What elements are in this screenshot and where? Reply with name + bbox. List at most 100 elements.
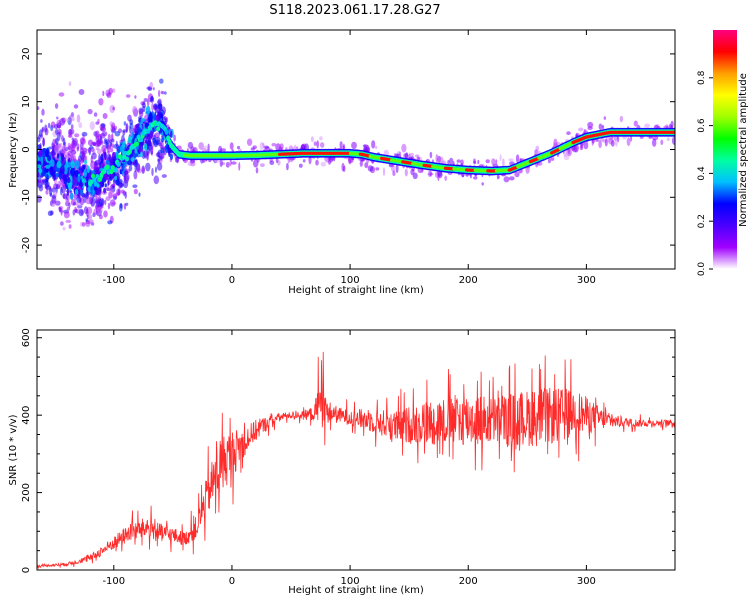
spectrogram-y-tick-label: 20 (21, 48, 32, 61)
colorbar: 0.0 0.2 0.4 0.6 0.8 Normalized spectral ampl… (697, 30, 749, 276)
spectrogram-cell (269, 160, 275, 166)
spectrogram-cell (159, 140, 164, 150)
spectrogram-cell (170, 130, 173, 138)
spectrogram-cell (246, 138, 253, 146)
spectrogram-cell (114, 175, 118, 181)
spectrogram-cell (37, 179, 42, 183)
spectrogram-cell (173, 134, 176, 142)
spectrogram-cell (72, 209, 76, 216)
spectrogram-cell (107, 150, 110, 155)
spectrogram-cell (133, 188, 138, 195)
spectrogram-y-tick-label: -20 (21, 237, 32, 253)
spectrogram-cell (130, 156, 135, 162)
spectrogram-cell (138, 107, 144, 115)
spectrogram-cell (76, 146, 80, 150)
spectrogram-cell (583, 141, 589, 150)
spectrogram-cell (93, 112, 98, 117)
spectrogram-cell (66, 206, 71, 211)
spectrogram-cell (74, 189, 79, 195)
snr-y-tick-label: 0 (21, 567, 32, 573)
spectrogram-cell (151, 167, 154, 177)
spectrogram-cell (135, 124, 140, 129)
spectrogram-cell (395, 164, 399, 173)
spectrogram-cell (87, 219, 94, 224)
spectrogram-cell (159, 153, 165, 157)
spectrogram-cell (82, 151, 86, 158)
spectrogram-cell (123, 203, 127, 210)
spectrogram-x-ticks: -100 0 100 200 300 (102, 30, 596, 286)
spectrogram-cell (260, 163, 265, 168)
spectrogram-cell (83, 168, 88, 178)
spectrogram-cell (85, 196, 92, 205)
spectrogram-x-tick-label: 300 (577, 275, 596, 286)
spectrogram-cell (103, 138, 107, 145)
spectrogram-cell (107, 177, 110, 186)
spectrogram-cell (91, 152, 97, 160)
spectrogram-cell (78, 122, 83, 129)
spectrogram-cell (279, 143, 284, 150)
spectrogram-cell (229, 142, 234, 150)
snr-marks (37, 351, 675, 570)
spectrogram-cell (164, 91, 167, 95)
spectrogram-cell (53, 173, 56, 181)
spectrogram-cell (165, 117, 168, 125)
spectrogram-cell (587, 121, 594, 128)
spectrogram-cell (161, 138, 164, 143)
spectrogram-cell (123, 121, 127, 126)
spectrogram-cell (97, 118, 100, 124)
spectrogram-cell (100, 123, 106, 128)
spectrogram-cell (58, 92, 65, 97)
spectrogram-cell (88, 214, 93, 220)
colorbar-label: Normalized spectral amplitude (738, 73, 749, 227)
spectrogram-cell (144, 142, 148, 151)
colorbar-ticks: 0.0 0.2 0.4 0.6 0.8 (697, 70, 713, 276)
spectrogram-y-ticks: -20 -10 0 10 20 (21, 48, 675, 253)
spectrogram-cell (50, 159, 55, 168)
spectrogram-cell (153, 114, 157, 122)
spectrogram-cell (76, 114, 81, 123)
spectrogram-cell (80, 138, 86, 145)
spectrogram-cell (54, 103, 59, 109)
spectrogram-cell (96, 206, 103, 214)
spectrogram-y-axis-label: Frequency (Hz) (8, 112, 19, 188)
spectrogram-cell (447, 160, 450, 165)
spectrogram-cell (87, 147, 92, 153)
spectrogram-cell (70, 168, 76, 177)
spectrogram-cell (115, 150, 119, 160)
spectrogram-cell (126, 94, 131, 98)
spectrogram-cell (96, 139, 102, 147)
spectrogram-cell (149, 96, 155, 103)
spectrogram-cell (122, 130, 126, 136)
spectrogram-marks (37, 78, 675, 231)
spectrogram-cell (219, 158, 223, 168)
spectrogram-cell (40, 119, 43, 123)
spectrogram-cell (38, 184, 44, 192)
spectrogram-cell (110, 157, 114, 163)
spectrogram-cell (316, 140, 320, 149)
spectrogram-cell (90, 186, 93, 192)
spectrogram-cell (42, 149, 46, 159)
spectrogram-cell (105, 164, 110, 170)
spectrogram-cell (78, 89, 85, 95)
spectrogram-cell (111, 143, 115, 149)
spectrogram-cell (125, 122, 129, 132)
spectrogram-cell (97, 134, 103, 138)
spectrogram-cell (70, 149, 77, 155)
spectrogram-cell (499, 154, 502, 162)
spectrogram-cell (68, 114, 72, 123)
spectrogram-cell (660, 139, 664, 146)
spectrogram-cell (112, 193, 118, 200)
colorbar-tick-label: 0.8 (697, 70, 707, 85)
spectrogram-cell (473, 158, 476, 164)
snr-x-tick-label: 100 (341, 576, 360, 587)
figure-title: S118.2023.061.17.28.G27 (269, 3, 440, 18)
spectrogram-cell (170, 153, 173, 161)
spectrogram-cell (101, 144, 107, 153)
spectrogram-cell (130, 149, 136, 154)
spectrogram-cell (103, 210, 108, 218)
spectrogram-cell (154, 105, 157, 111)
spectrogram-cell (134, 95, 137, 99)
spectrogram-cell (102, 173, 108, 180)
spectrogram-cell (456, 159, 461, 163)
